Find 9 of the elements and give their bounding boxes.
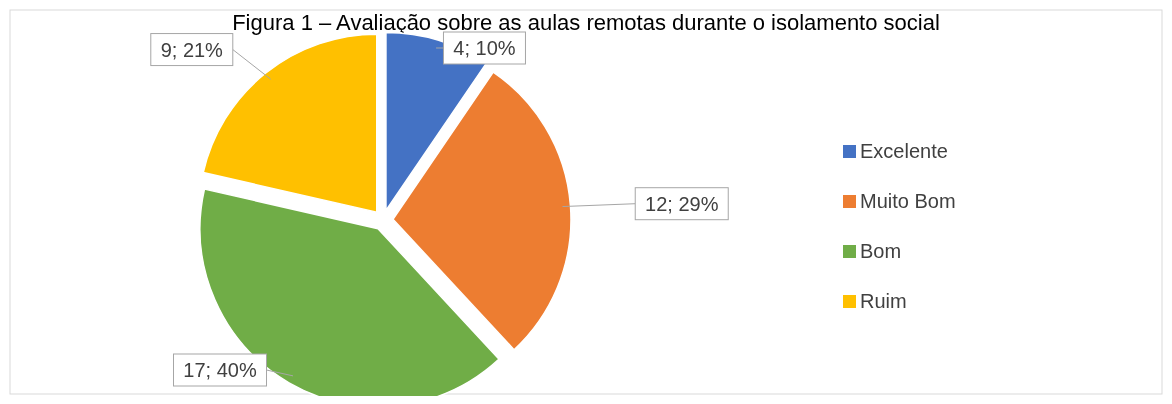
data-label: 12; 29% bbox=[645, 192, 719, 215]
legend-label: Bom bbox=[860, 240, 902, 262]
chart-title: Figura 1 – Avaliação sobre as aulas remotas durante o isolamento social bbox=[232, 10, 940, 35]
legend-label: Excelente bbox=[860, 140, 948, 162]
data-label: 17; 40% bbox=[183, 359, 257, 381]
data-label: 4; 10% bbox=[453, 37, 516, 59]
data-label: 9; 21% bbox=[160, 38, 224, 61]
legend-label: Muito Bom bbox=[860, 190, 956, 212]
legend-label: Ruim bbox=[860, 290, 907, 312]
